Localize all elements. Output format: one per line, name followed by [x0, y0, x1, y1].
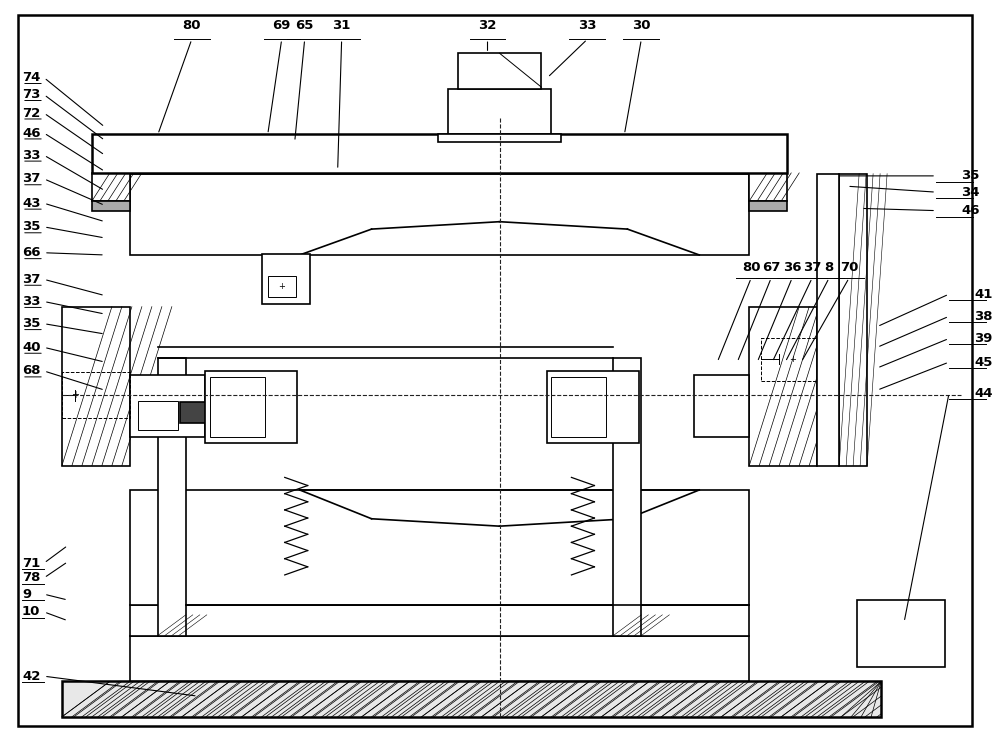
Bar	[761, 338, 826, 381]
Text: +: +	[279, 282, 285, 291]
Bar	[458, 53, 541, 89]
Text: 38: 38	[974, 310, 993, 323]
Bar	[138, 401, 178, 430]
Bar	[180, 402, 208, 423]
Bar	[268, 276, 296, 297]
Text: 39: 39	[974, 332, 992, 345]
Bar	[62, 681, 881, 717]
Bar	[448, 89, 551, 134]
Bar	[589, 402, 617, 423]
Bar	[210, 377, 265, 437]
Bar	[205, 371, 297, 443]
Text: 68: 68	[22, 364, 41, 378]
Text: 36: 36	[783, 261, 801, 274]
Text: 8: 8	[824, 261, 834, 274]
Text: 35: 35	[22, 220, 40, 234]
Bar	[92, 134, 787, 173]
Text: 35: 35	[961, 169, 979, 183]
Text: 31: 31	[333, 19, 351, 33]
Bar	[749, 307, 817, 466]
Text: 40: 40	[22, 341, 41, 354]
Bar	[613, 358, 641, 636]
Bar	[547, 371, 639, 443]
Text: 46: 46	[22, 126, 41, 140]
Text: 43: 43	[22, 197, 41, 210]
Text: 10: 10	[22, 605, 40, 619]
Text: 44: 44	[974, 386, 993, 400]
Text: 69: 69	[273, 19, 291, 33]
Bar	[857, 600, 945, 667]
Bar	[130, 375, 205, 437]
Bar	[130, 636, 749, 681]
Text: 37: 37	[22, 172, 40, 185]
Bar	[130, 490, 749, 605]
Text: 33: 33	[22, 149, 41, 162]
Bar	[130, 605, 749, 636]
Bar	[130, 174, 749, 255]
Text: +: +	[71, 390, 79, 401]
Bar	[62, 372, 130, 418]
Text: 32: 32	[479, 19, 497, 33]
Bar	[749, 173, 787, 201]
Text: 67: 67	[762, 261, 780, 274]
Text: 41: 41	[974, 287, 992, 301]
Text: 9: 9	[22, 588, 31, 601]
Bar	[694, 375, 749, 437]
Text: 34: 34	[961, 185, 980, 199]
Text: 73: 73	[22, 88, 40, 101]
Text: 37: 37	[803, 261, 821, 274]
Text: +: +	[789, 355, 795, 364]
Text: 42: 42	[22, 670, 40, 683]
Bar	[92, 173, 130, 201]
Text: 45: 45	[974, 355, 992, 369]
Text: 72: 72	[22, 106, 40, 120]
Bar	[839, 174, 867, 466]
Bar	[158, 358, 186, 636]
Text: 78: 78	[22, 571, 40, 585]
Text: 65: 65	[296, 19, 314, 33]
Bar	[262, 254, 310, 304]
Text: 71: 71	[22, 556, 40, 570]
Bar	[749, 201, 787, 211]
Text: 74: 74	[22, 71, 40, 84]
Bar	[92, 201, 130, 211]
Bar	[817, 174, 839, 466]
Text: 80: 80	[742, 261, 760, 274]
Text: 70: 70	[840, 261, 858, 274]
Text: 66: 66	[22, 246, 41, 259]
Bar	[438, 134, 561, 142]
Text: 37: 37	[22, 273, 40, 286]
Text: 30: 30	[632, 19, 650, 33]
Text: 80: 80	[183, 19, 201, 33]
Bar	[551, 377, 606, 437]
Bar	[62, 307, 130, 466]
Text: 35: 35	[22, 317, 40, 330]
Text: 33: 33	[578, 19, 596, 33]
Text: 33: 33	[22, 295, 41, 308]
Text: 46: 46	[961, 204, 980, 217]
